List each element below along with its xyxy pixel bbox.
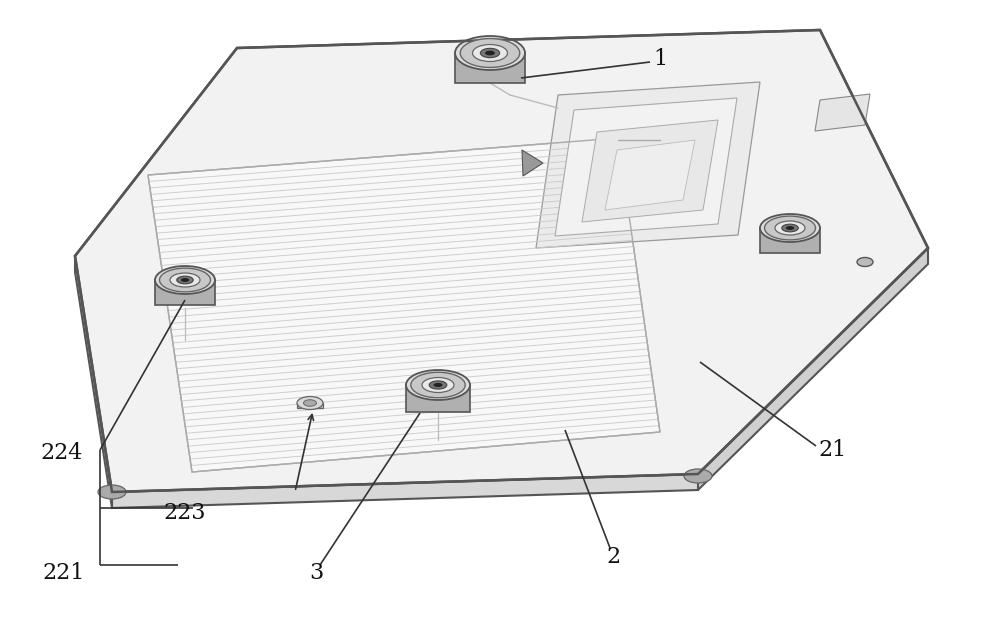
Polygon shape: [815, 94, 870, 131]
Ellipse shape: [304, 400, 316, 406]
Ellipse shape: [297, 396, 323, 410]
Ellipse shape: [684, 469, 712, 483]
Text: 224: 224: [40, 442, 82, 464]
Polygon shape: [760, 228, 820, 253]
Polygon shape: [112, 474, 698, 508]
Text: 3: 3: [309, 562, 323, 584]
Ellipse shape: [181, 278, 189, 282]
Ellipse shape: [170, 273, 200, 287]
Polygon shape: [75, 30, 928, 492]
Polygon shape: [75, 256, 112, 508]
Polygon shape: [406, 385, 470, 412]
Ellipse shape: [485, 51, 495, 55]
Ellipse shape: [177, 276, 193, 284]
Polygon shape: [522, 150, 543, 176]
Ellipse shape: [775, 221, 805, 235]
Text: 1: 1: [653, 48, 667, 70]
Polygon shape: [148, 138, 660, 472]
Text: 21: 21: [818, 439, 846, 461]
Polygon shape: [536, 82, 760, 248]
Polygon shape: [455, 53, 525, 83]
Ellipse shape: [98, 485, 126, 499]
Ellipse shape: [160, 268, 210, 292]
Polygon shape: [297, 403, 323, 408]
Ellipse shape: [429, 381, 447, 389]
Polygon shape: [698, 248, 928, 490]
Ellipse shape: [155, 266, 215, 294]
Text: 2: 2: [606, 546, 620, 568]
Ellipse shape: [406, 370, 470, 400]
Ellipse shape: [455, 36, 525, 70]
Ellipse shape: [460, 39, 520, 67]
Ellipse shape: [480, 48, 500, 58]
Text: 221: 221: [42, 562, 84, 584]
Ellipse shape: [411, 372, 465, 398]
Ellipse shape: [765, 216, 816, 240]
Ellipse shape: [473, 44, 508, 62]
Polygon shape: [555, 98, 737, 236]
Text: 223: 223: [163, 502, 206, 524]
Ellipse shape: [786, 226, 794, 230]
Ellipse shape: [782, 224, 798, 232]
Ellipse shape: [857, 258, 873, 267]
Polygon shape: [155, 280, 215, 305]
Ellipse shape: [422, 377, 454, 392]
Polygon shape: [582, 120, 718, 222]
Ellipse shape: [434, 383, 442, 387]
Polygon shape: [605, 140, 695, 210]
Ellipse shape: [760, 214, 820, 242]
